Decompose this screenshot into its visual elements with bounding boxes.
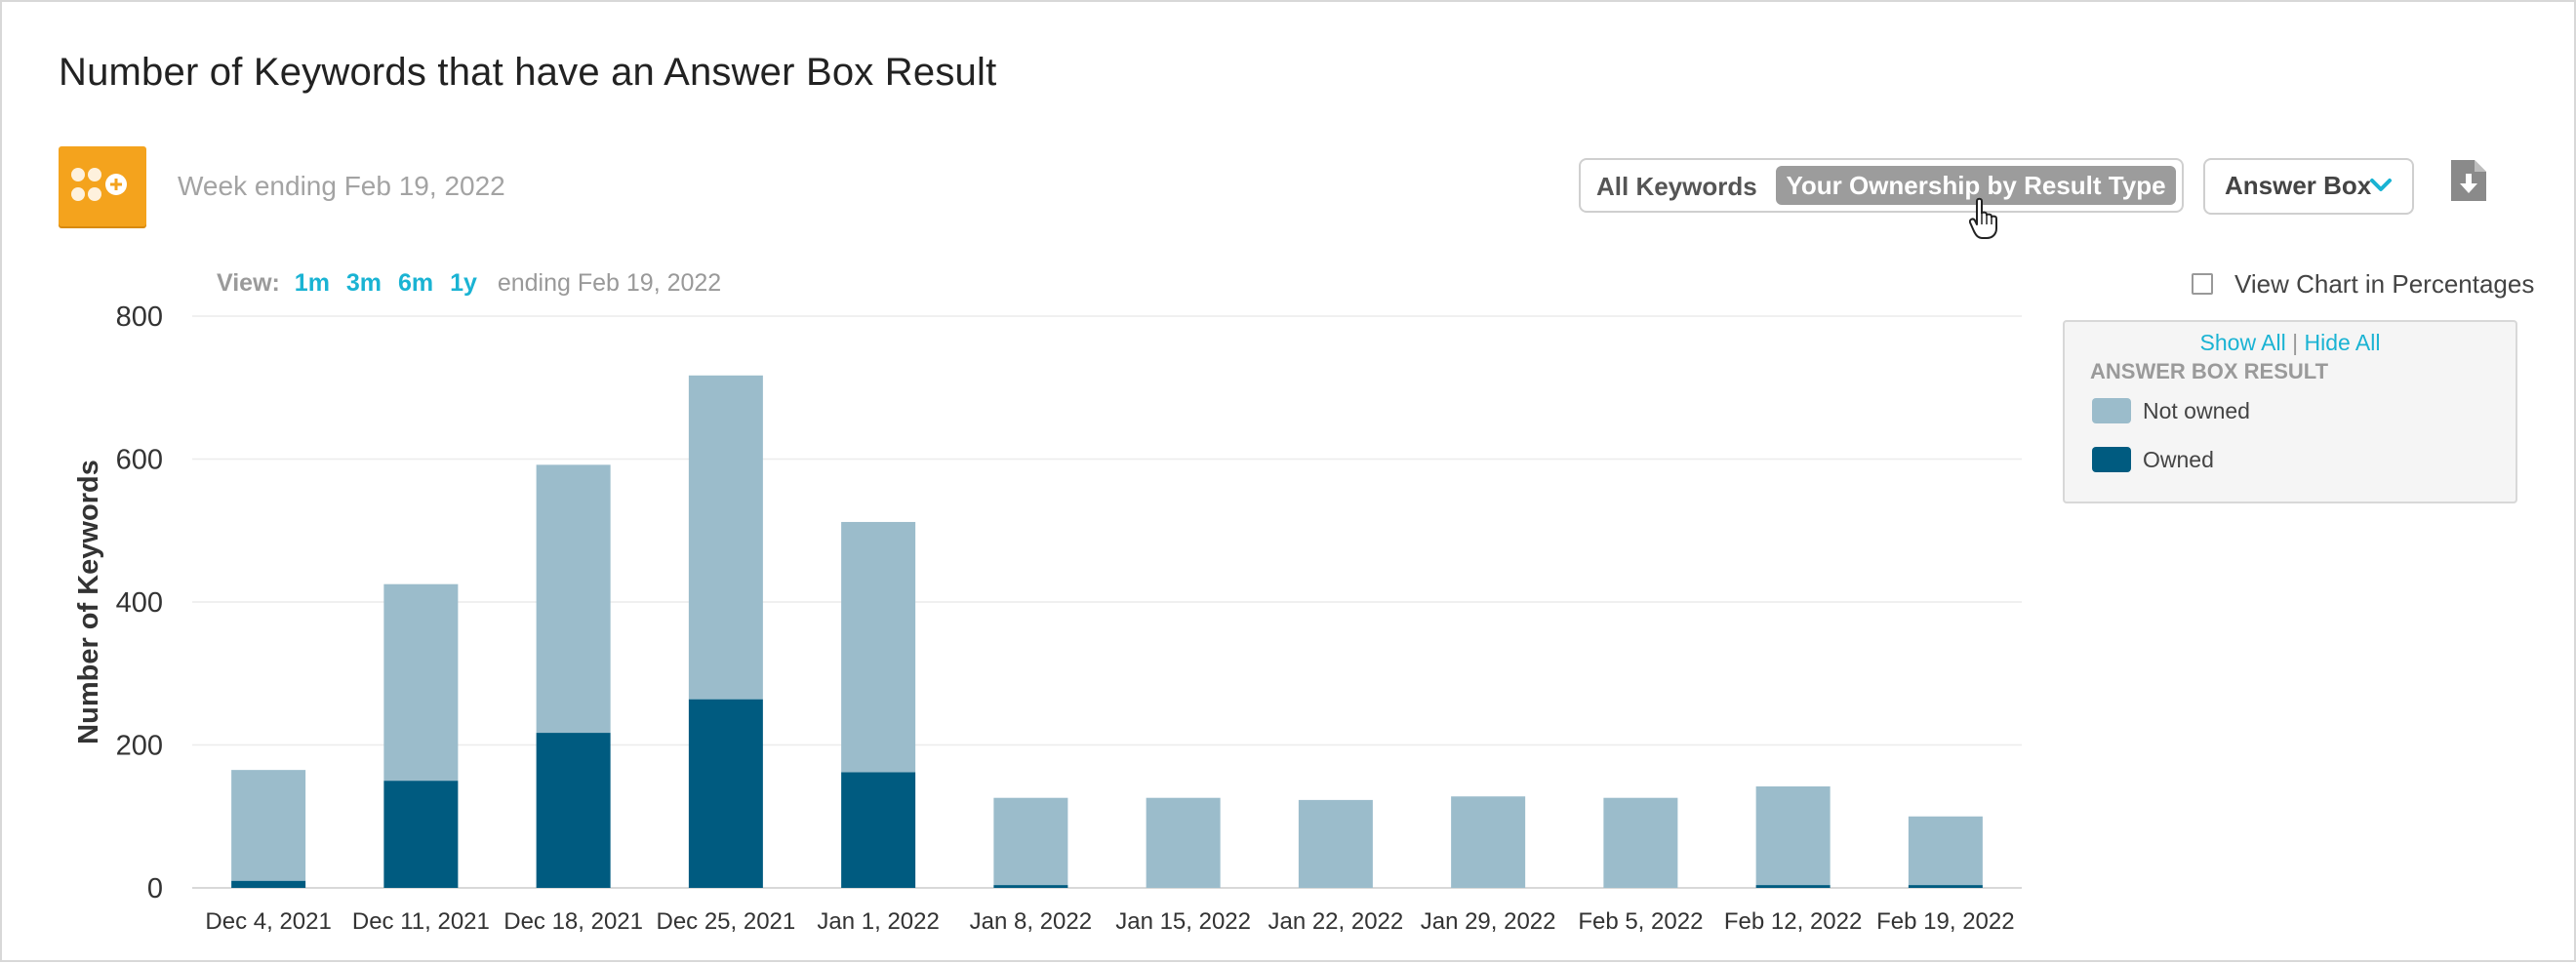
chart-legend: Show All | Hide All ANSWER BOX RESULT No… <box>2063 320 2517 503</box>
range-3m[interactable]: 3m <box>345 269 382 297</box>
bar-owned[interactable] <box>383 781 459 888</box>
legend-separator: | <box>2292 330 2299 355</box>
y-tick-label: 200 <box>116 731 163 762</box>
bar-not-owned[interactable] <box>536 464 611 734</box>
legend-links: Show All | Hide All <box>2065 330 2516 356</box>
view-range-selector: View: 1m 3m 6m 1y ending Feb 19, 2022 <box>217 269 721 298</box>
bar-owned[interactable] <box>1908 885 1983 888</box>
page-title: Number of Keywords that have an Answer B… <box>59 51 997 94</box>
legend-label-owned: Owned <box>2143 447 2214 472</box>
bar-not-owned[interactable] <box>841 521 916 773</box>
range-6m[interactable]: 6m <box>397 269 434 297</box>
bar-owned[interactable] <box>993 885 1068 888</box>
bar-not-owned[interactable] <box>383 583 459 782</box>
keyword-grid-icon <box>71 168 127 201</box>
bar-not-owned[interactable] <box>1146 797 1221 888</box>
result-type-dropdown-label: Answer Box <box>2225 171 2372 200</box>
y-tick-label: 800 <box>116 301 163 333</box>
show-all-link[interactable]: Show All <box>2199 330 2286 355</box>
x-tick-label: Jan 8, 2022 <box>970 908 1092 935</box>
hide-all-link[interactable]: Hide All <box>2304 330 2381 355</box>
bar-chart: 0 200 400 600 800 Number of Keywords Dec 4, 20… <box>73 301 2022 935</box>
x-tick-label: Dec 25, 2021 <box>656 908 795 935</box>
legend-swatch-not-owned <box>2092 398 2131 423</box>
bar-not-owned[interactable] <box>1451 796 1526 888</box>
result-type-dropdown[interactable]: Answer Box <box>2203 158 2414 215</box>
legend-swatch-owned <box>2092 447 2131 472</box>
x-tick-label: Dec 18, 2021 <box>503 908 643 935</box>
bar-not-owned[interactable] <box>231 770 306 881</box>
x-tick-label: Feb 12, 2022 <box>1724 908 1862 935</box>
x-tick-label: Jan 29, 2022 <box>1421 908 1556 935</box>
chevron-down-icon <box>2370 179 2392 191</box>
range-1m[interactable]: 1m <box>294 269 330 297</box>
x-tick-label: Feb 19, 2022 <box>1876 908 2014 935</box>
y-tick-label: 600 <box>116 445 163 476</box>
x-tick-label: Jan 15, 2022 <box>1115 908 1251 935</box>
view-ending-label: ending Feb 19, 2022 <box>497 269 722 297</box>
view-mode-toggle: All Keywords Your Ownership by Result Ty… <box>1579 158 2184 213</box>
percentages-checkbox[interactable] <box>2192 273 2213 295</box>
legend-heading: ANSWER BOX RESULT <box>2090 359 2329 383</box>
tab-ownership-by-result-type[interactable]: Your Ownership by Result Type <box>1776 166 2176 205</box>
view-label: View: <box>217 269 280 297</box>
bar-not-owned[interactable] <box>1298 799 1373 888</box>
bar-not-owned[interactable] <box>1603 797 1678 888</box>
tab-all-keywords[interactable]: All Keywords <box>1596 172 1757 201</box>
x-tick-label: Jan 1, 2022 <box>817 908 939 935</box>
bar-not-owned[interactable] <box>1755 785 1831 886</box>
x-tick-label: Feb 5, 2022 <box>1578 908 1703 935</box>
x-tick-label: Dec 4, 2021 <box>205 908 331 935</box>
y-tick-label: 0 <box>147 873 163 904</box>
bar-not-owned[interactable] <box>688 375 763 700</box>
week-ending-label: Week ending Feb 19, 2022 <box>178 171 505 201</box>
bar-not-owned[interactable] <box>1908 816 1983 886</box>
bar-owned[interactable] <box>688 699 763 888</box>
app-logo <box>59 146 146 226</box>
range-1y[interactable]: 1y <box>450 269 477 297</box>
bar-owned[interactable] <box>841 772 916 888</box>
bar-owned[interactable] <box>231 880 306 888</box>
hand-cursor-icon <box>1969 197 1997 239</box>
y-axis-label: Number of Keywords <box>73 460 104 744</box>
x-tick-label: Dec 11, 2021 <box>352 908 490 935</box>
bar-owned[interactable] <box>536 733 611 888</box>
legend-label-not-owned: Not owned <box>2143 398 2250 423</box>
percentages-label: View Chart in Percentages <box>2234 269 2535 299</box>
bar-not-owned[interactable] <box>993 797 1068 886</box>
bar-owned[interactable] <box>1755 885 1831 888</box>
y-tick-label: 400 <box>116 587 163 619</box>
download-icon[interactable] <box>2449 158 2488 203</box>
x-tick-label: Jan 22, 2022 <box>1268 908 1403 935</box>
